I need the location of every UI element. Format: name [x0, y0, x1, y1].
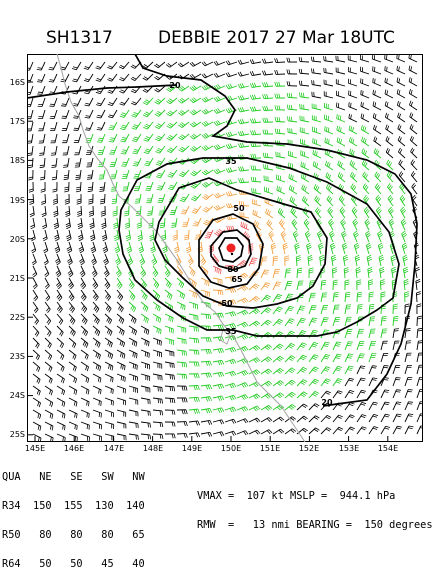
quadrant-header: SW — [101, 471, 113, 483]
lon-label: 151E — [260, 444, 280, 453]
radii-label: R50 — [2, 529, 21, 541]
lat-label: 21S — [3, 274, 25, 283]
radii-value: 150 — [33, 500, 52, 512]
lon-label: 149E — [182, 444, 202, 453]
radii-value: 130 — [95, 500, 114, 512]
radii-label: R34 — [2, 500, 21, 512]
radii-value: 65 — [132, 529, 144, 541]
contour-label: 50 — [221, 299, 233, 308]
contour-label: 65 — [231, 275, 243, 284]
intensity-metrics: VMAX = 107 kt MSLP = 944.1 hPa RMW = 13 … — [197, 473, 433, 540]
lat-label: 23S — [3, 352, 25, 361]
lat-label: 24S — [3, 391, 25, 400]
lat-label: 18S — [3, 156, 25, 165]
radii-value: 80 — [101, 529, 113, 541]
lat-label: 25S — [3, 430, 25, 439]
contour-label: 50 — [233, 204, 245, 213]
storm-center-dot — [231, 253, 233, 255]
quadrant-header: SE — [70, 471, 82, 483]
lat-label: 16S — [3, 78, 25, 87]
radii-row: R34 150 155 130 140 — [2, 502, 145, 512]
vmax-mslp-line: VMAX = 107 kt MSLP = 944.1 hPa — [197, 492, 433, 502]
radii-value: 40 — [132, 558, 144, 570]
lon-label: 145E — [25, 444, 45, 453]
radii-header-row: QUA NE SE SW NW — [2, 473, 145, 483]
radii-value: 45 — [101, 558, 113, 570]
contour-label: 20 — [321, 398, 333, 407]
radii-value: 80 — [39, 529, 51, 541]
radii-row: R64 50 50 45 40 — [2, 560, 145, 570]
lat-label: 22S — [3, 313, 25, 322]
storm-center-marker — [227, 244, 236, 253]
contour-label: 20 — [169, 81, 181, 90]
contour-label: 35 — [225, 327, 237, 336]
lat-label: 20S — [3, 235, 25, 244]
quadrant-header: QUA — [2, 471, 21, 483]
lon-label: 150E — [221, 444, 241, 453]
storm-description: DEBBIE 2017 27 Mar 18UTC — [158, 28, 395, 48]
rmw-bearing-line: RMW = 13 nmi BEARING = 150 degrees — [197, 521, 433, 531]
lon-label: 146E — [64, 444, 84, 453]
lon-label: 154E — [378, 444, 398, 453]
contour-label: 35 — [225, 157, 237, 166]
map-border — [28, 55, 423, 442]
radii-value: 50 — [39, 558, 51, 570]
lat-label: 19S — [3, 196, 25, 205]
radii-value: 140 — [126, 500, 145, 512]
radii-label: R64 — [2, 558, 21, 570]
radii-value: 50 — [70, 558, 82, 570]
radii-row: R50 80 80 80 65 — [2, 531, 145, 541]
lat-label: 17S — [3, 117, 25, 126]
radii-value: 155 — [64, 500, 83, 512]
wind-radii-table: QUA NE SE SW NW R34 150 155 130 140 R50 … — [2, 454, 145, 579]
storm-id: SH1317 — [46, 28, 113, 48]
radii-value: 80 — [70, 529, 82, 541]
lon-label: 152E — [299, 444, 319, 453]
lon-label: 147E — [104, 444, 124, 453]
title-bar: SH1317 DEBBIE 2017 27 Mar 18UTC — [0, 0, 433, 52]
lon-label: 148E — [143, 444, 163, 453]
quadrant-header: NW — [132, 471, 144, 483]
quadrant-header: NE — [39, 471, 51, 483]
contour-label: 80 — [227, 265, 239, 274]
lon-label: 153E — [339, 444, 359, 453]
map-panel: 20 35 50 65 80 50 35 20 — [27, 54, 423, 442]
wind-field-map: 20 35 50 65 80 50 35 20 — [27, 54, 423, 442]
